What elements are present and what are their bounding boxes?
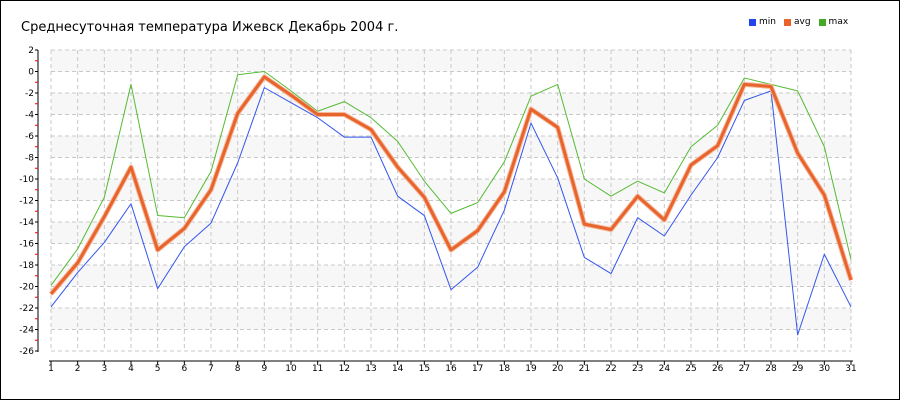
- x-tick-label: 11: [312, 364, 323, 374]
- x-tick-label: 4: [128, 364, 134, 374]
- x-tick-label: 12: [339, 364, 350, 374]
- x-tick-label: 23: [632, 364, 643, 374]
- x-tick-label: 31: [845, 364, 856, 374]
- x-tick-label: 1: [48, 364, 54, 374]
- x-tick-label: 27: [739, 364, 750, 374]
- x-tick-label: 7: [208, 364, 214, 374]
- x-tick-label: 29: [792, 364, 804, 374]
- legend-swatch-min: [749, 18, 756, 26]
- x-tick-label: 24: [659, 364, 671, 374]
- x-tick-label: 18: [499, 364, 511, 374]
- y-tick-label: -10: [19, 175, 34, 185]
- x-tick-label: 19: [525, 364, 537, 374]
- legend-label-min: min: [759, 17, 776, 27]
- legend-swatch-max: [818, 18, 826, 26]
- chart-title: Среднесуточная температура Ижевск Декабр…: [21, 20, 399, 35]
- legend-item-avg: avg: [783, 17, 811, 27]
- y-tick-label: -24: [19, 326, 34, 336]
- series-max-line: [50, 71, 852, 286]
- x-tick-label: 21: [579, 364, 590, 374]
- x-tick-label: 20: [552, 364, 564, 374]
- y-tick-label: -4: [25, 111, 34, 121]
- y-tick-label: -20: [19, 283, 34, 293]
- legend-item-min: min: [749, 17, 776, 27]
- y-tick-label: -22: [19, 304, 34, 314]
- x-tick-label: 15: [419, 364, 430, 374]
- y-tick-label: -14: [19, 218, 34, 228]
- y-tick-label: -18: [19, 261, 34, 271]
- x-tick-label: 9: [261, 364, 267, 374]
- legend: min avg max: [749, 17, 848, 27]
- legend-swatch-avg: [783, 18, 791, 26]
- y-tick-label: -16: [19, 240, 34, 250]
- x-tick-label: 13: [365, 364, 376, 374]
- series-min-line: [50, 87, 852, 336]
- x-tick-label: 16: [445, 364, 457, 374]
- x-tick-label: 5: [155, 364, 161, 374]
- y-tick-label: 2: [28, 46, 34, 56]
- grid-band: [51, 136, 851, 158]
- x-tick-label: 3: [101, 364, 107, 374]
- y-tick-label: -6: [25, 132, 34, 142]
- x-tick-label: 25: [685, 364, 696, 374]
- legend-label-avg: avg: [793, 17, 811, 27]
- x-tick-label: 8: [235, 364, 241, 374]
- grid-band: [51, 179, 851, 201]
- x-tick-label: 22: [605, 364, 616, 374]
- x-tick-label: 26: [712, 364, 724, 374]
- x-tick-label: 2: [75, 364, 81, 374]
- legend-item-max: max: [818, 17, 849, 27]
- y-tick-label: -8: [25, 154, 34, 164]
- y-tick-label: -2: [25, 89, 34, 99]
- x-tick-label: 30: [819, 364, 831, 374]
- x-tick-label: 10: [285, 364, 297, 374]
- x-tick-label: 28: [765, 364, 777, 374]
- series-avg-line: [49, 75, 853, 296]
- x-tick-label: 6: [181, 364, 187, 374]
- legend-label-max: max: [828, 17, 849, 27]
- y-tick-label: -12: [19, 197, 34, 207]
- y-tick-label: -26: [19, 347, 34, 357]
- x-tick-label: 14: [392, 364, 404, 374]
- x-tick-label: 17: [472, 364, 483, 374]
- y-tick-label: 0: [28, 68, 34, 78]
